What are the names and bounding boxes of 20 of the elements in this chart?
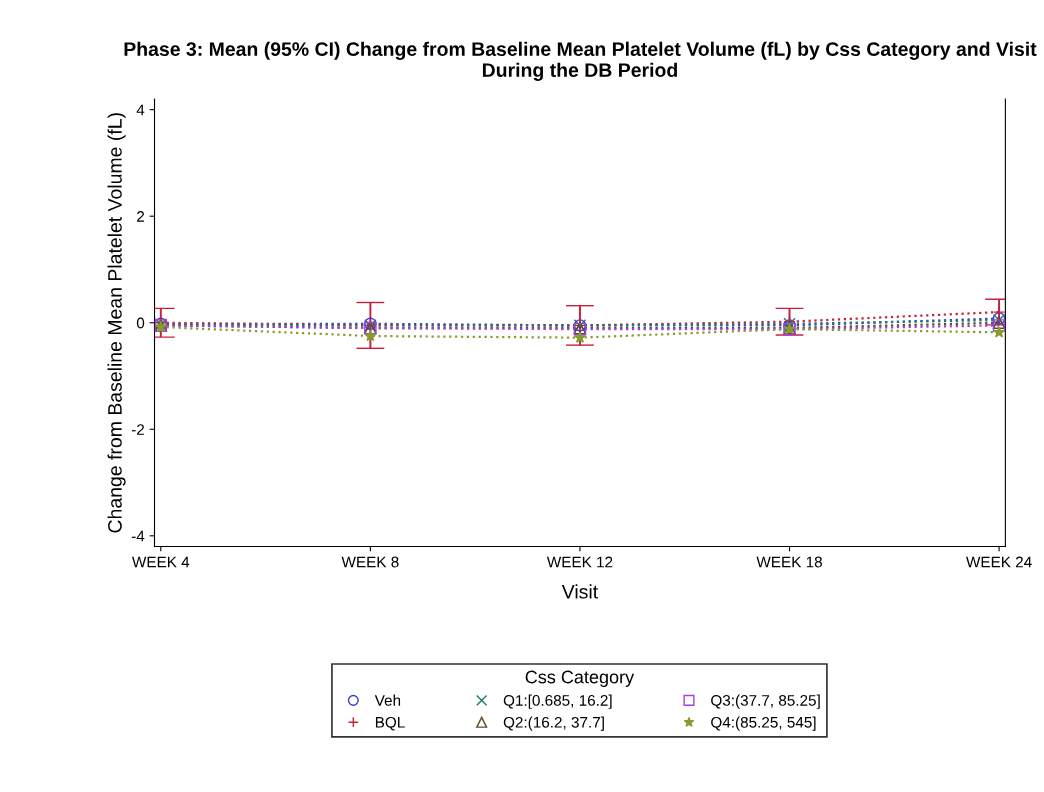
legend-label: BQL (375, 716, 405, 731)
x-tick-label: WEEK 8 (341, 556, 399, 568)
x-tick-label: WEEK 12 (546, 556, 613, 568)
y-tick-label: 0 (136, 317, 145, 329)
y-tick-label: 4 (136, 104, 145, 116)
legend-label: Veh (374, 694, 401, 706)
y-tick-label: 2 (137, 211, 145, 222)
x-tick-label: WEEK 24 (966, 556, 1032, 568)
x-axis-title: Visit (561, 584, 598, 599)
x-tick-label: WEEK 18 (756, 556, 822, 568)
y-tick-label: -2 (131, 424, 145, 435)
x-tick-label: WEEK 4 (132, 556, 190, 568)
legend-label: Q1:[0.685, 16.2] (503, 694, 612, 709)
y-tick-label: -4 (131, 530, 145, 542)
legend-label: Q4:(85.25, 545] (711, 716, 816, 731)
legend-label: Q3:(37.7, 85.25] (711, 694, 820, 709)
chart-title: Phase 3: Mean (95% CI) Change from Baseline Mean Platelet Volume (fL) by Css Category and Visit During the DB Period (124, 41, 1037, 81)
legend-label: Q2:(16.2, 37.7] (503, 716, 604, 731)
legend-title: Css Category (525, 670, 635, 687)
y-axis-title: Change from Baseline Mean Platelet Volume (fL) (107, 113, 126, 533)
